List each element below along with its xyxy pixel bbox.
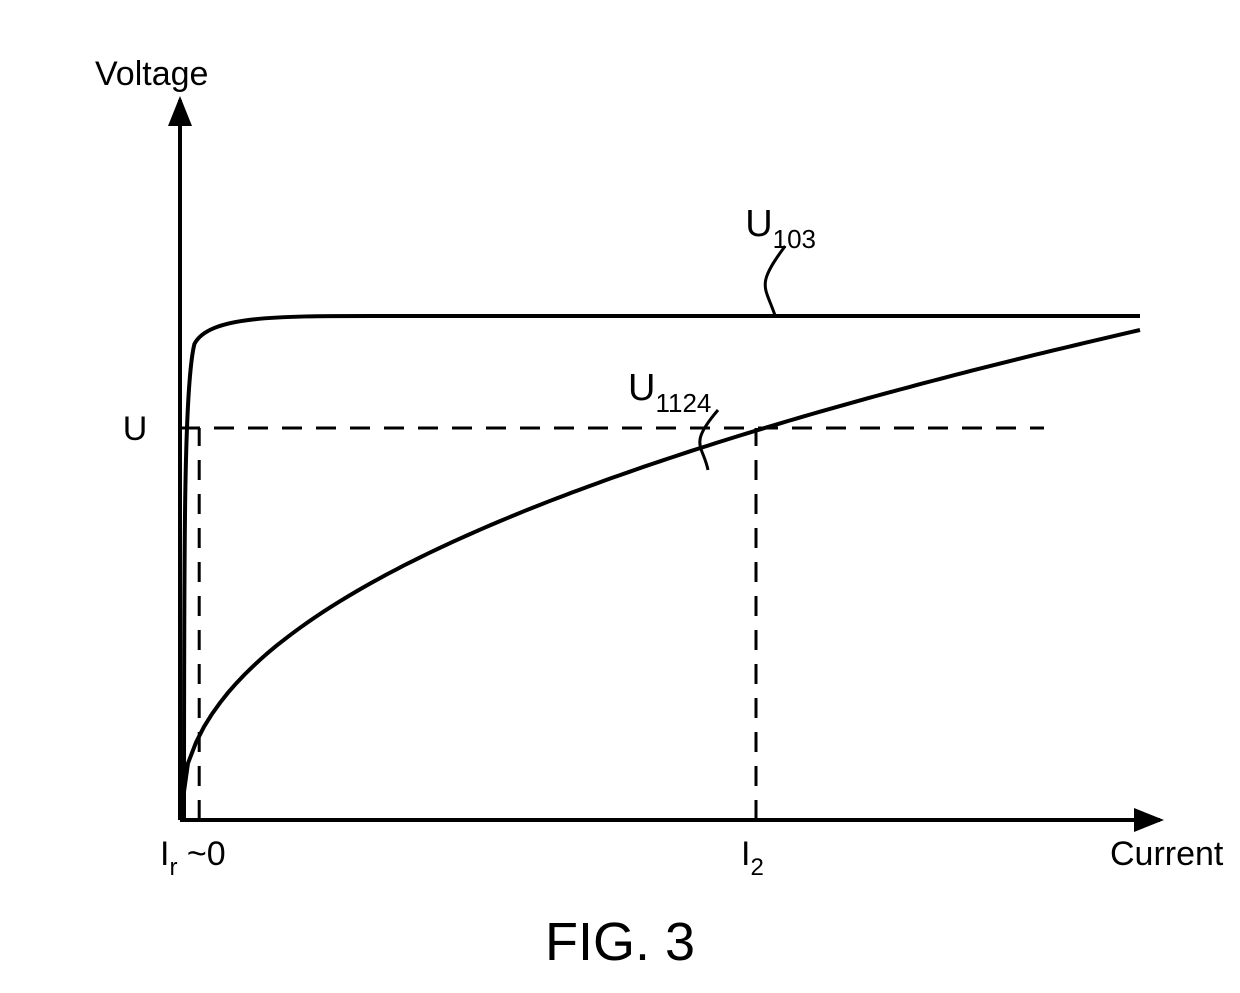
axes	[168, 96, 1164, 832]
x-tick-ir: Ir ~0	[160, 835, 226, 881]
voltage-current-figure: U103 U1124 Voltage Current U Ir ~0 I2 FIG. 3	[0, 0, 1240, 993]
label-u103: U103	[745, 203, 816, 254]
leader-u103	[765, 246, 785, 316]
guide-lines	[180, 428, 1044, 820]
x-axis-label: Current	[1110, 835, 1224, 873]
leader-u1124	[700, 410, 718, 470]
y-tick-u: U	[123, 410, 148, 448]
figure-title: FIG. 3	[545, 912, 695, 972]
x-tick-i2: I2	[741, 835, 764, 881]
y-axis-label: Voltage	[95, 55, 208, 93]
axis-labels: Voltage Current U Ir ~0 I2	[95, 55, 1224, 881]
label-u1124: U1124	[628, 367, 711, 418]
curve-labels: U103 U1124	[628, 203, 816, 470]
